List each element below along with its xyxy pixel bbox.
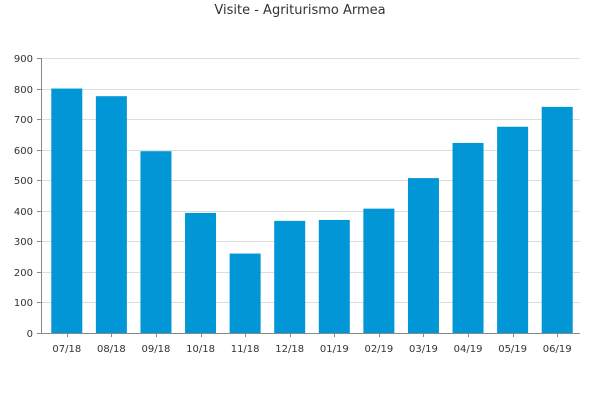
bar-02-19	[363, 208, 395, 333]
bar-01-19	[318, 219, 350, 333]
y-tick-label: 600	[14, 146, 33, 157]
y-tick-label: 900	[14, 54, 33, 65]
y-tick-label: 500	[14, 176, 33, 187]
y-tick-label: 800	[14, 85, 33, 96]
y-tick-label: 700	[14, 115, 33, 126]
x-tick-label: 02/19	[364, 344, 393, 355]
x-tick-label: 12/18	[275, 344, 304, 355]
bar-08-18	[95, 96, 127, 333]
bar-11-18	[229, 253, 261, 333]
bar-04-19	[452, 142, 484, 333]
y-tick-label: 100	[14, 298, 33, 309]
bar-03-19	[407, 178, 439, 333]
bar-09-18	[140, 151, 172, 333]
y-tick-label: 300	[14, 237, 33, 248]
x-tick-label: 09/18	[142, 344, 171, 355]
chart-title: Visite - Agriturismo Armea	[214, 3, 386, 18]
x-tick-label: 06/19	[543, 344, 572, 355]
x-tick-label: 08/18	[97, 344, 126, 355]
x-tick-label: 04/19	[454, 344, 483, 355]
y-tick-label: 200	[14, 268, 33, 279]
x-tick-labels: 07/18 08/18 09/18 10/18 11/18 12/18 01/19 02/19…	[52, 333, 572, 355]
y-tick-labels: 0 100 200 300 400 500 600 700 800 900	[14, 54, 41, 340]
x-tick-label: 11/18	[231, 344, 260, 355]
bars	[51, 88, 573, 333]
bar-12-18	[274, 220, 306, 333]
x-tick-label: 05/19	[498, 344, 527, 355]
axes	[41, 58, 580, 334]
bar-05-19	[497, 126, 529, 333]
x-tick-label: 01/19	[320, 344, 349, 355]
y-tick-label: 0	[27, 329, 33, 340]
bar-07-18	[51, 88, 83, 333]
x-tick-label: 10/18	[186, 344, 215, 355]
x-tick-label: 07/18	[52, 344, 81, 355]
bar-06-19	[541, 106, 573, 333]
gridlines	[41, 58, 580, 303]
y-tick-label: 400	[14, 207, 33, 218]
bar-10-18	[185, 212, 217, 333]
x-tick-label: 03/19	[409, 344, 438, 355]
